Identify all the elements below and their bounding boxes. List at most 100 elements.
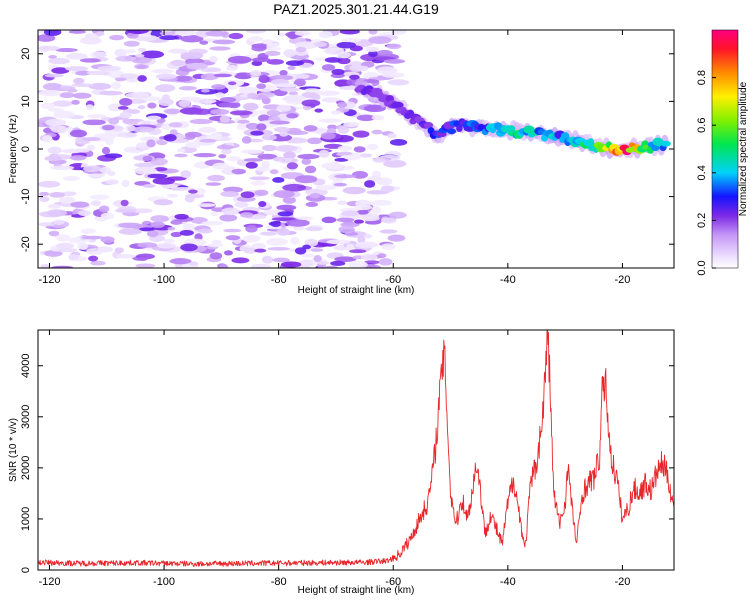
spectrogram-noise-cell [387, 234, 406, 242]
spectrogram-noise-cell [135, 263, 156, 268]
spectrogram-noise-cell [82, 119, 106, 126]
spectrogram-noise-cell [139, 227, 155, 232]
spectrogram-noise-cell [134, 162, 157, 168]
spectrogram-noise-cell [111, 81, 122, 90]
spectrogram-noise-cell [98, 205, 110, 213]
spectrogram-noise-cell [168, 122, 183, 128]
spectrogram-noise-cell [118, 222, 142, 228]
spectrogram-noise-cell [337, 151, 353, 156]
spectrogram-noise-cell [316, 90, 340, 96]
spectrogram-noise-cell [134, 36, 158, 42]
spectrogram-noise-cell [55, 47, 78, 53]
spectrogram-noise-cell [118, 228, 142, 235]
spectrogram-noise-cell [258, 75, 270, 83]
spectrogram-noise-cell [336, 41, 357, 49]
spectrogram-noise-cell [150, 215, 169, 223]
spectrogram-noise-cell [334, 256, 357, 262]
spectrogram-noise-cell [324, 265, 339, 268]
spectrogram-noise-cell [193, 153, 217, 158]
colorbar-frame [711, 29, 739, 269]
spectrogram-noise-cell [266, 109, 281, 117]
spectrogram-noise-cell [337, 200, 348, 205]
spectrogram-noise-cell [70, 154, 87, 161]
spectrogram-noise-cell [77, 242, 89, 250]
spectrogram-noise-cell [117, 106, 129, 110]
spectrogram-noise-cell [261, 255, 274, 264]
spectrogram-noise-cell [243, 158, 263, 162]
spectrogram-noise-cell [51, 67, 70, 74]
spectrogram-noise-cell [282, 183, 307, 192]
spectrogram-noise-cell [378, 258, 393, 266]
spectrogram-noise-cell [311, 95, 321, 100]
spectrogram-noise-cell [267, 246, 291, 251]
y-tick-label: 1000 [20, 507, 32, 531]
spectrogram-noise-cell [180, 52, 193, 57]
spectrogram-noise-cell [124, 49, 137, 54]
spectrogram-noise-cell [178, 99, 191, 108]
spectrogram-noise-cell [114, 247, 124, 254]
spectrogram-noise-cell [282, 196, 296, 204]
spectrogram-noise-cell [119, 73, 139, 79]
spectrogram-noise-cell [240, 191, 255, 199]
spectrogram-noise-cell [336, 217, 355, 223]
spectrogram-noise-cell [211, 84, 226, 90]
spectrogram-y-ticks: -20 -10 0 10 20 [20, 48, 674, 252]
spectrogram-noise-cell [101, 124, 115, 131]
spectrogram-noise-cell [150, 221, 166, 228]
spectrogram-noise-cell [218, 102, 239, 108]
x-tick-label: -120 [38, 274, 60, 286]
spectrogram-noise-cell [250, 130, 264, 136]
spectrogram-noise-cell [309, 193, 322, 199]
spectrogram-noise-cell [290, 237, 300, 245]
spectrogram-noise-cell [270, 74, 294, 81]
spectrogram-noise-cell [58, 196, 75, 204]
spectrogram-noise-cell [337, 126, 350, 134]
x-tick-label: -60 [385, 274, 401, 286]
spectrogram-noise-cell [109, 34, 125, 41]
spectrogram-noise-cell [246, 30, 266, 34]
spectrogram-noise-cell [286, 219, 310, 227]
spectrogram-noise-cell [81, 235, 105, 240]
spectrogram-noise-cell [307, 137, 322, 145]
spectrogram-noise-cell [51, 265, 74, 268]
spectrogram-noise-cell [88, 82, 112, 90]
y-tick-label: 4000 [20, 354, 32, 378]
spectrogram-noise-cell [270, 221, 281, 228]
spectrogram-noise-cell [160, 183, 179, 189]
spectrogram-noise-cell [114, 48, 128, 57]
spectrogram-noise-cell [39, 196, 50, 202]
spectrogram-noise-cell [371, 206, 381, 215]
colorbar-title: Normalized spectral amplitude [738, 81, 749, 216]
spectrogram-noise-cell [179, 229, 194, 236]
spectrogram-noise-cell [266, 58, 284, 65]
spectrogram-noise-cell [273, 83, 298, 88]
spectrogram-noise-cell [56, 234, 71, 242]
spectrogram-noise-cell [216, 144, 234, 150]
spectrogram-noise-cell [293, 225, 305, 231]
spectrogram-noise-cell [207, 174, 225, 182]
spectrogram-noise-cell [371, 115, 385, 121]
spectrogram-noise-cell [79, 58, 101, 63]
spectrogram-noise-cell [226, 156, 241, 162]
spectrogram-noise-cell [333, 182, 347, 187]
spectrogram-noise-cell [280, 261, 302, 268]
spectrogram-noise-cell [161, 94, 171, 102]
spectrogram-noise-cell [304, 88, 320, 93]
x-tick-label: -20 [614, 576, 630, 588]
spectrogram-noise-cell [189, 118, 213, 125]
spectrogram-noise-cell [142, 183, 156, 188]
spectrogram-noise-cell [95, 31, 105, 36]
spectrogram-noise-cell [153, 167, 168, 172]
snr-x-axis-title: Height of straight line (km) [298, 585, 415, 596]
spectrogram-noise-cell [270, 79, 290, 85]
spectrogram-noise-cell [47, 146, 62, 154]
spectrogram-noise-cell [209, 56, 218, 63]
spectrogram-noise-cell [258, 114, 270, 122]
spectrogram-noise-cell [259, 231, 278, 236]
spectrogram-noise-cell [305, 201, 319, 207]
spectrogram-noise-cell [352, 130, 370, 138]
spectrogram-noise-cell [272, 177, 285, 183]
spectrogram-noise-cell [170, 231, 183, 238]
spectrogram-noise-cell [210, 109, 230, 115]
spectrogram-noise-cell [364, 46, 379, 53]
